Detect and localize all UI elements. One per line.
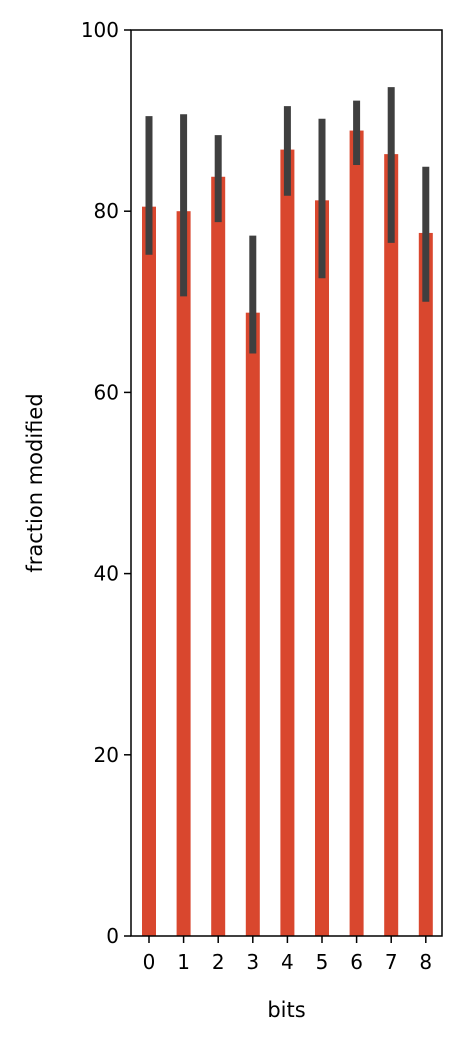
y-axis: 0 20 40 60 80 100 (81, 18, 131, 948)
bar-4 (280, 149, 295, 937)
y-tick-label-0: 0 (106, 924, 119, 948)
x-tick-label-2: 2 (212, 950, 225, 974)
bar-7 (384, 154, 399, 936)
x-tick-label-6: 6 (350, 950, 363, 974)
bar-5 (315, 200, 329, 936)
x-tick-label-5: 5 (316, 950, 329, 974)
bar-3 (245, 312, 260, 936)
x-axis-label: bits (267, 998, 305, 1022)
bars-group (142, 130, 433, 937)
x-tick-label-8: 8 (419, 950, 432, 974)
bar-1 (176, 211, 191, 936)
bar-2 (211, 176, 226, 937)
bar-8 (418, 232, 433, 937)
x-tick-label-0: 0 (143, 950, 156, 974)
x-tick-label-3: 3 (246, 950, 259, 974)
y-tick-label-80: 80 (94, 199, 119, 223)
plot-frame (130, 29, 443, 937)
x-tick-label-1: 1 (177, 950, 190, 974)
bar-6 (349, 130, 364, 937)
y-tick-label-20: 20 (94, 743, 119, 767)
x-tick-label-7: 7 (385, 950, 398, 974)
y-tick-label-60: 60 (94, 380, 119, 404)
bar-0 (142, 206, 156, 937)
y-axis-label: fraction modified (23, 393, 47, 572)
y-tick-label-40: 40 (94, 562, 119, 586)
y-tick-label-100: 100 (81, 18, 119, 42)
x-tick-label-4: 4 (281, 950, 294, 974)
error-bars-group (145, 87, 430, 354)
